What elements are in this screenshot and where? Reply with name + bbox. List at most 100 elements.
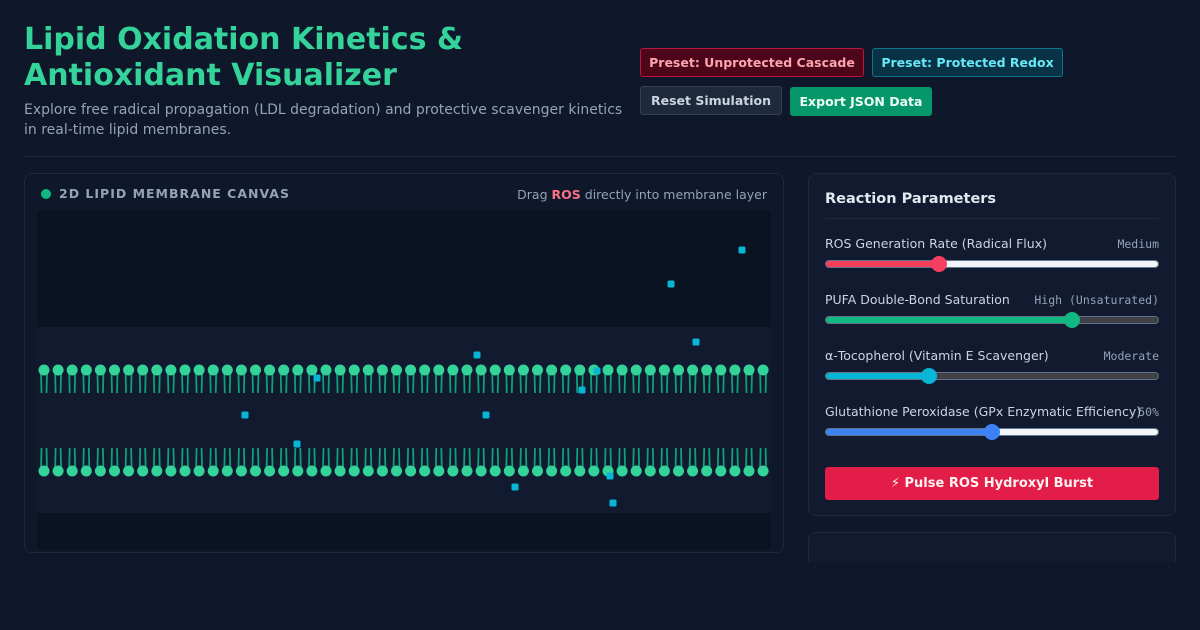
ros-particles[interactable] — [241, 246, 746, 507]
lipid-tail — [477, 447, 485, 470]
lipid-tail — [660, 371, 669, 394]
lipid-tail — [110, 371, 119, 394]
lipid-head — [588, 465, 600, 477]
preset-unprotected-button[interactable]: Preset: Unprotected Cascade — [640, 48, 864, 77]
pulse-ros-burst-button[interactable]: ⚡ Pulse ROS Hydroxyl Burst — [825, 467, 1159, 500]
reset-simulation-button[interactable]: Reset Simulation — [640, 86, 782, 115]
lipid-head — [165, 465, 177, 477]
lipid-tail — [68, 371, 77, 394]
lipid-tail — [322, 371, 330, 394]
lipid-tail — [702, 371, 711, 394]
tocopherol-value: Moderate — [1103, 349, 1159, 363]
ros-particle[interactable] — [609, 499, 617, 507]
lipid-tail — [152, 447, 161, 470]
pufa-saturation-slider-group: PUFA Double-Bond Saturation High (Unsatu… — [825, 292, 1159, 332]
lipid-head — [94, 364, 106, 376]
pufa-saturation-value: High (Unsaturated) — [1034, 293, 1159, 307]
tocopherol-track[interactable] — [825, 372, 1159, 380]
pufa-saturation-track[interactable] — [825, 316, 1159, 324]
lipid-tail — [96, 447, 105, 470]
lipid-tail — [293, 371, 302, 394]
lipid-head — [616, 465, 628, 477]
membrane-svg[interactable] — [37, 210, 771, 550]
ros-particle[interactable] — [511, 483, 519, 491]
lipid-head — [405, 364, 417, 376]
ros-particle[interactable] — [738, 246, 746, 254]
membrane-canvas[interactable] — [37, 210, 771, 550]
ros-rate-track[interactable] — [825, 260, 1159, 268]
ros-particle[interactable] — [241, 411, 249, 419]
lipid-tail — [477, 371, 485, 394]
lipid-tail — [110, 447, 119, 470]
lipid-tail — [96, 371, 105, 394]
pufa-saturation-label: PUFA Double-Bond Saturation — [825, 292, 1010, 307]
ros-particle[interactable] — [593, 367, 601, 375]
lipid-tail — [590, 447, 598, 470]
lipid-tail — [660, 447, 669, 470]
lipid-tail — [420, 447, 429, 470]
lipid-tail — [716, 371, 725, 394]
lipid-head — [475, 465, 487, 477]
lipid-tail — [561, 447, 570, 470]
lipid-tail — [759, 447, 767, 470]
lipid-head — [80, 364, 92, 376]
lipid-leaflet-inner — [38, 447, 769, 477]
lipid-head — [66, 465, 78, 477]
lipid-head — [221, 364, 233, 376]
lipid-head — [701, 465, 713, 477]
lipid-head — [320, 364, 332, 376]
ros-particle[interactable] — [667, 280, 675, 288]
lipid-head — [278, 465, 290, 477]
pufa-saturation-thumb[interactable] — [1064, 312, 1080, 328]
page-title: Lipid Oxidation Kinetics & Antioxidant V… — [24, 22, 464, 93]
lipid-head — [334, 364, 346, 376]
lipid-tail — [434, 371, 443, 394]
ros-particle[interactable] — [473, 351, 481, 359]
lipid-head — [306, 364, 318, 376]
lipid-head — [532, 465, 543, 477]
lipid-head — [673, 364, 684, 376]
tocopherol-thumb[interactable] — [921, 368, 937, 384]
lipid-head — [546, 465, 558, 477]
lipid-tail — [406, 447, 415, 470]
lipid-tail — [716, 447, 725, 470]
ros-particle[interactable] — [313, 374, 321, 382]
preset-protected-button[interactable]: Preset: Protected Redox — [872, 48, 1063, 77]
lipid-head — [687, 465, 699, 477]
ros-particle[interactable] — [692, 338, 700, 346]
lipid-tail — [533, 447, 542, 470]
lipid-tail — [336, 447, 344, 470]
ros-particle[interactable] — [293, 440, 301, 448]
lipid-tail — [364, 447, 373, 470]
gpx-efficiency-thumb[interactable] — [984, 424, 1000, 440]
export-json-button[interactable]: Export JSON Data — [790, 87, 932, 116]
lipid-tail — [702, 447, 711, 470]
canvas-hint-suffix: directly into membrane layer — [584, 187, 767, 202]
lipid-head — [517, 465, 529, 477]
lipid-head — [630, 465, 642, 477]
lipid-tail — [138, 447, 147, 470]
membrane-canvas-panel: 2D LIPID MEMBRANE CANVAS Drag ROS direct… — [24, 173, 784, 553]
lipid-head — [38, 465, 50, 477]
lipid-head — [433, 465, 445, 477]
lipid-tail — [82, 371, 91, 394]
ros-particle[interactable] — [482, 411, 490, 419]
lipid-tail — [632, 371, 641, 394]
lipid-head — [264, 465, 276, 477]
lipid-head — [433, 364, 445, 376]
ros-rate-value: Medium — [1117, 237, 1159, 251]
lipid-head — [250, 364, 261, 376]
ros-rate-thumb[interactable] — [931, 256, 947, 272]
lipid-tail — [293, 447, 302, 470]
lipid-head — [616, 364, 628, 376]
ros-particle[interactable] — [606, 472, 614, 480]
lipid-tail — [237, 371, 246, 394]
lipid-tail — [392, 447, 401, 470]
lipid-head — [264, 364, 276, 376]
lipid-head — [517, 364, 529, 376]
lipid-tail — [731, 447, 739, 470]
lipid-head — [673, 465, 684, 477]
lipid-tail — [674, 371, 683, 394]
ros-particle[interactable] — [578, 386, 586, 394]
lipid-head — [701, 364, 713, 376]
